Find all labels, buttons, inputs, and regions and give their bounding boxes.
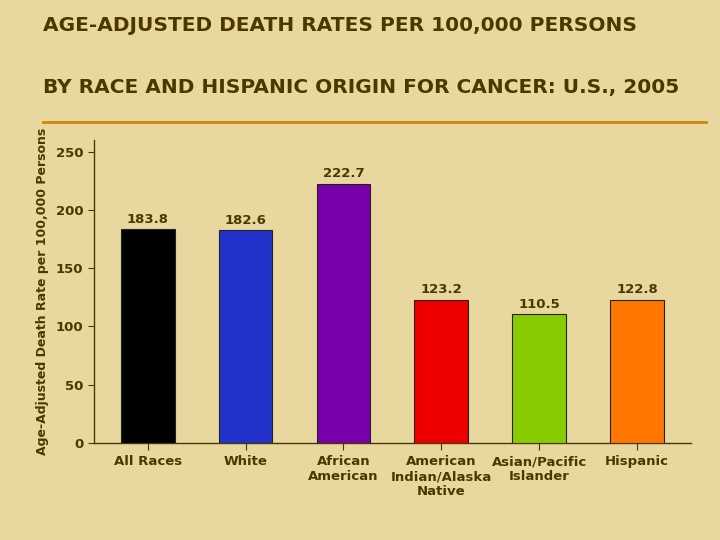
Text: 183.8: 183.8 <box>127 213 168 226</box>
Bar <box>513 314 566 443</box>
Text: 123.2: 123.2 <box>420 283 462 296</box>
Bar <box>121 229 175 443</box>
Bar <box>610 300 664 443</box>
Bar <box>219 231 272 443</box>
Y-axis label: Age-Adjusted Death Rate per 100,000 Persons: Age-Adjusted Death Rate per 100,000 Pers… <box>35 128 49 455</box>
Text: 222.7: 222.7 <box>323 167 364 180</box>
Text: 110.5: 110.5 <box>518 298 560 311</box>
Text: BY RACE AND HISPANIC ORIGIN FOR CANCER: U.S., 2005: BY RACE AND HISPANIC ORIGIN FOR CANCER: … <box>43 78 680 97</box>
Bar <box>317 184 370 443</box>
Bar <box>415 300 468 443</box>
Text: AGE-ADJUSTED DEATH RATES PER 100,000 PERSONS: AGE-ADJUSTED DEATH RATES PER 100,000 PER… <box>43 16 637 35</box>
Text: 122.8: 122.8 <box>616 284 658 296</box>
Text: 182.6: 182.6 <box>225 214 266 227</box>
